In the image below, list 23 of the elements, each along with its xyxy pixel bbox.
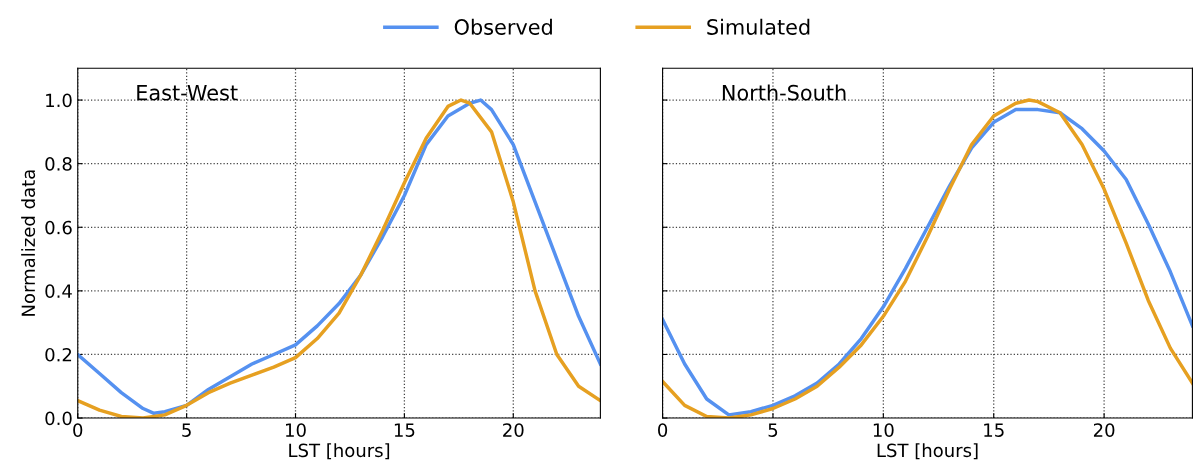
x-axis-title: LST [hours] bbox=[877, 443, 978, 460]
legend-label: Simulated bbox=[707, 18, 810, 35]
annotation: North-South bbox=[722, 84, 846, 101]
y-tick-label: 0.6 bbox=[45, 220, 72, 235]
annotation: East-West bbox=[137, 85, 238, 101]
y-tick-label: 1.0 bbox=[46, 93, 72, 108]
x-tick-label: 0 bbox=[73, 423, 83, 437]
x-tick-label: 5 bbox=[182, 423, 191, 437]
x-tick-label: 10 bbox=[873, 423, 894, 437]
x-axis-title: LST [hours] bbox=[289, 443, 390, 460]
x-tick-label: 15 bbox=[984, 423, 1004, 437]
y-tick-label: 0.8 bbox=[45, 157, 72, 171]
x-tick-label: 10 bbox=[286, 423, 306, 437]
y-axis-title: Normalized data bbox=[21, 170, 36, 316]
y-tick-label: 0.0 bbox=[45, 411, 72, 426]
x-tick-label: 5 bbox=[768, 423, 778, 437]
y-tick-label: 0.4 bbox=[45, 284, 72, 298]
x-tick-label: 15 bbox=[394, 423, 415, 437]
y-tick-label: 0.2 bbox=[45, 347, 72, 362]
x-tick-label: 20 bbox=[1093, 423, 1115, 437]
x-tick-label: 0 bbox=[658, 423, 668, 437]
x-tick-label: 20 bbox=[503, 423, 524, 437]
legend-label: Observed bbox=[454, 18, 552, 35]
